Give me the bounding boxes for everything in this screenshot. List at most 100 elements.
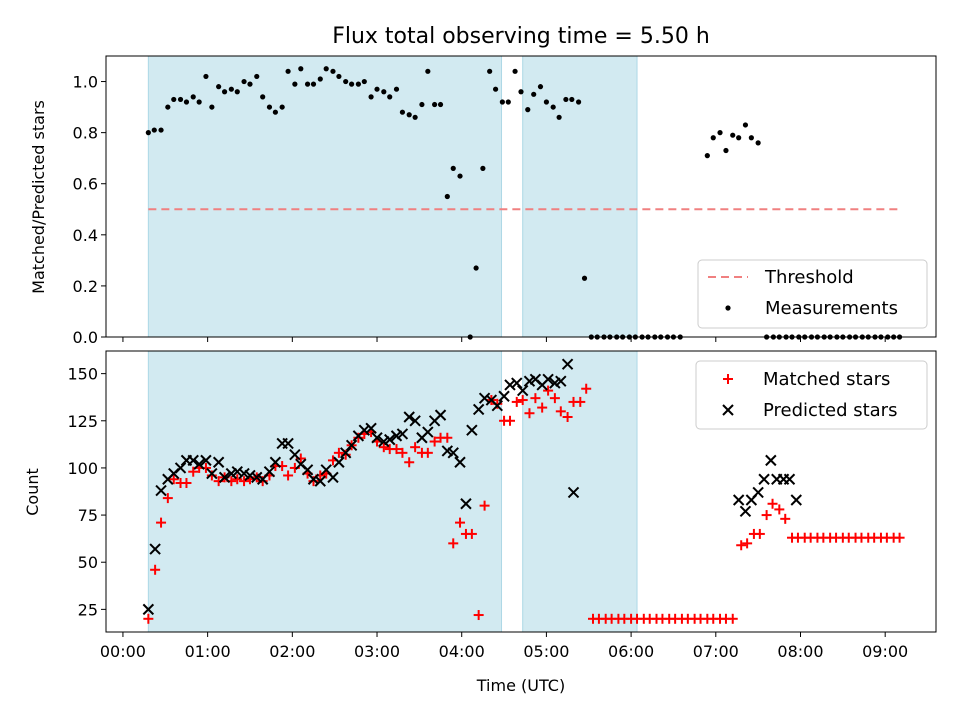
x-tick-label: 08:00 <box>777 642 823 661</box>
predicted-x-b <box>263 465 276 478</box>
measurement-point <box>505 99 511 105</box>
predicted-star-point <box>333 456 345 468</box>
predicted-star-point <box>403 411 415 423</box>
measurement-point <box>285 68 291 74</box>
top-legend: Threshold Measurements <box>697 259 928 329</box>
predicted-x-b <box>542 373 554 385</box>
predicted-star-point <box>454 456 466 468</box>
matched-star-point <box>894 532 905 543</box>
predicted-star-point <box>314 475 326 487</box>
predicted-star-point <box>174 462 187 474</box>
legend-matched-label: Matched stars <box>763 369 890 390</box>
predicted-x-b <box>478 392 491 404</box>
measurement-point <box>254 73 260 80</box>
x-axis-label: Time (UTC) <box>476 676 565 695</box>
predicted-x-b <box>218 471 231 484</box>
matched-star-point <box>422 447 433 458</box>
matched-star-point <box>206 470 217 481</box>
matched-star-point <box>333 447 344 458</box>
matched-star-point <box>308 476 319 487</box>
legend-predicted-swatch-b <box>722 404 734 416</box>
y-tick-label: 0.8 <box>73 124 98 143</box>
measurement-point <box>437 101 444 108</box>
measurement-point <box>537 84 544 90</box>
measurement-point <box>425 68 431 74</box>
x-tick-label: 00:00 <box>100 642 146 661</box>
predicted-x-b <box>732 494 745 506</box>
measurement-point <box>512 68 518 74</box>
predicted-star-point <box>739 505 752 518</box>
measurement-point <box>531 91 537 97</box>
predicted-x-b <box>561 358 574 370</box>
predicted-star-point <box>142 603 155 616</box>
predicted-star-point <box>307 473 320 485</box>
predicted-x-b <box>307 473 320 485</box>
matched-star-point <box>404 457 415 468</box>
y-tick-label: 125 <box>67 412 98 431</box>
predicted-star-point <box>187 454 199 467</box>
matched-star-point <box>504 415 515 426</box>
measurement-point <box>550 104 556 110</box>
matched-star-point <box>511 396 522 407</box>
top-y-ticks: 0.0 0.2 0.4 0.6 0.8 1.0 <box>73 73 106 347</box>
measurement-point <box>330 68 336 74</box>
measurement-point <box>216 84 222 90</box>
measurement-point <box>349 81 355 87</box>
legend-measurement-label: Measurements <box>765 298 898 319</box>
measurement-point <box>183 99 190 105</box>
legend-box <box>697 259 928 329</box>
matched-star-point <box>736 540 747 551</box>
x-tick-label: 05:00 <box>523 642 569 661</box>
matched-star-point <box>391 444 402 455</box>
predicted-x-b <box>403 411 415 423</box>
bottom-y-axis-label: Count <box>23 468 42 516</box>
predicted-x-b <box>498 390 510 402</box>
measurement-point <box>387 94 393 100</box>
measurement-point <box>563 96 569 103</box>
x-tick-label: 07:00 <box>693 642 739 661</box>
matched-star-point <box>555 406 566 417</box>
measurement-point <box>158 127 164 133</box>
predicted-star-point <box>301 464 314 476</box>
measurement-point <box>272 109 278 115</box>
predicted-star-point <box>790 494 802 506</box>
predicted-x-b <box>174 462 187 474</box>
matched-star-point <box>562 412 573 423</box>
bottom-shaded-intervals <box>147 350 638 633</box>
measurement-point <box>279 104 285 110</box>
shaded-interval <box>522 55 638 338</box>
predicted-x-b <box>282 437 294 450</box>
predicted-x-b <box>466 424 478 436</box>
predicted-x-b <box>155 484 167 497</box>
measurement-point <box>569 96 575 103</box>
predicted-x-b <box>460 498 472 510</box>
legend-measurement-swatch <box>725 305 731 311</box>
measurement-point <box>487 68 493 74</box>
y-tick-label: 100 <box>67 459 98 478</box>
measurement-point <box>457 173 463 179</box>
matched-star-point <box>188 466 199 477</box>
measurement-point <box>556 114 562 120</box>
predicted-star-point <box>732 494 745 506</box>
measurement-point <box>723 147 729 154</box>
top-panel: 0.0 0.2 0.4 0.6 0.8 1.0 Matched/Predicted sta… <box>29 55 937 347</box>
measurement-point <box>234 89 240 95</box>
y-tick-label: 150 <box>67 365 98 384</box>
predicted-star-point <box>358 424 371 436</box>
matched-star-point <box>455 517 466 528</box>
matched-star-point <box>156 517 167 528</box>
predicted-star-point <box>365 422 377 435</box>
predicted-star-point <box>542 373 554 385</box>
predicted-x-b <box>371 432 383 444</box>
matched-star-point <box>774 504 785 515</box>
bottom-y-ticks: 25 50 75 100 125 150 <box>67 365 106 619</box>
matched-star-point <box>410 442 421 453</box>
measurement-point <box>368 94 374 100</box>
predicted-x-b <box>790 494 802 506</box>
predicted-x-b <box>314 475 326 487</box>
predicted-star-point <box>765 454 777 467</box>
predicted-x-b <box>529 373 542 385</box>
matched-star-point <box>761 510 772 521</box>
predicted-x-b <box>289 449 301 461</box>
matched-star-point <box>150 564 161 575</box>
